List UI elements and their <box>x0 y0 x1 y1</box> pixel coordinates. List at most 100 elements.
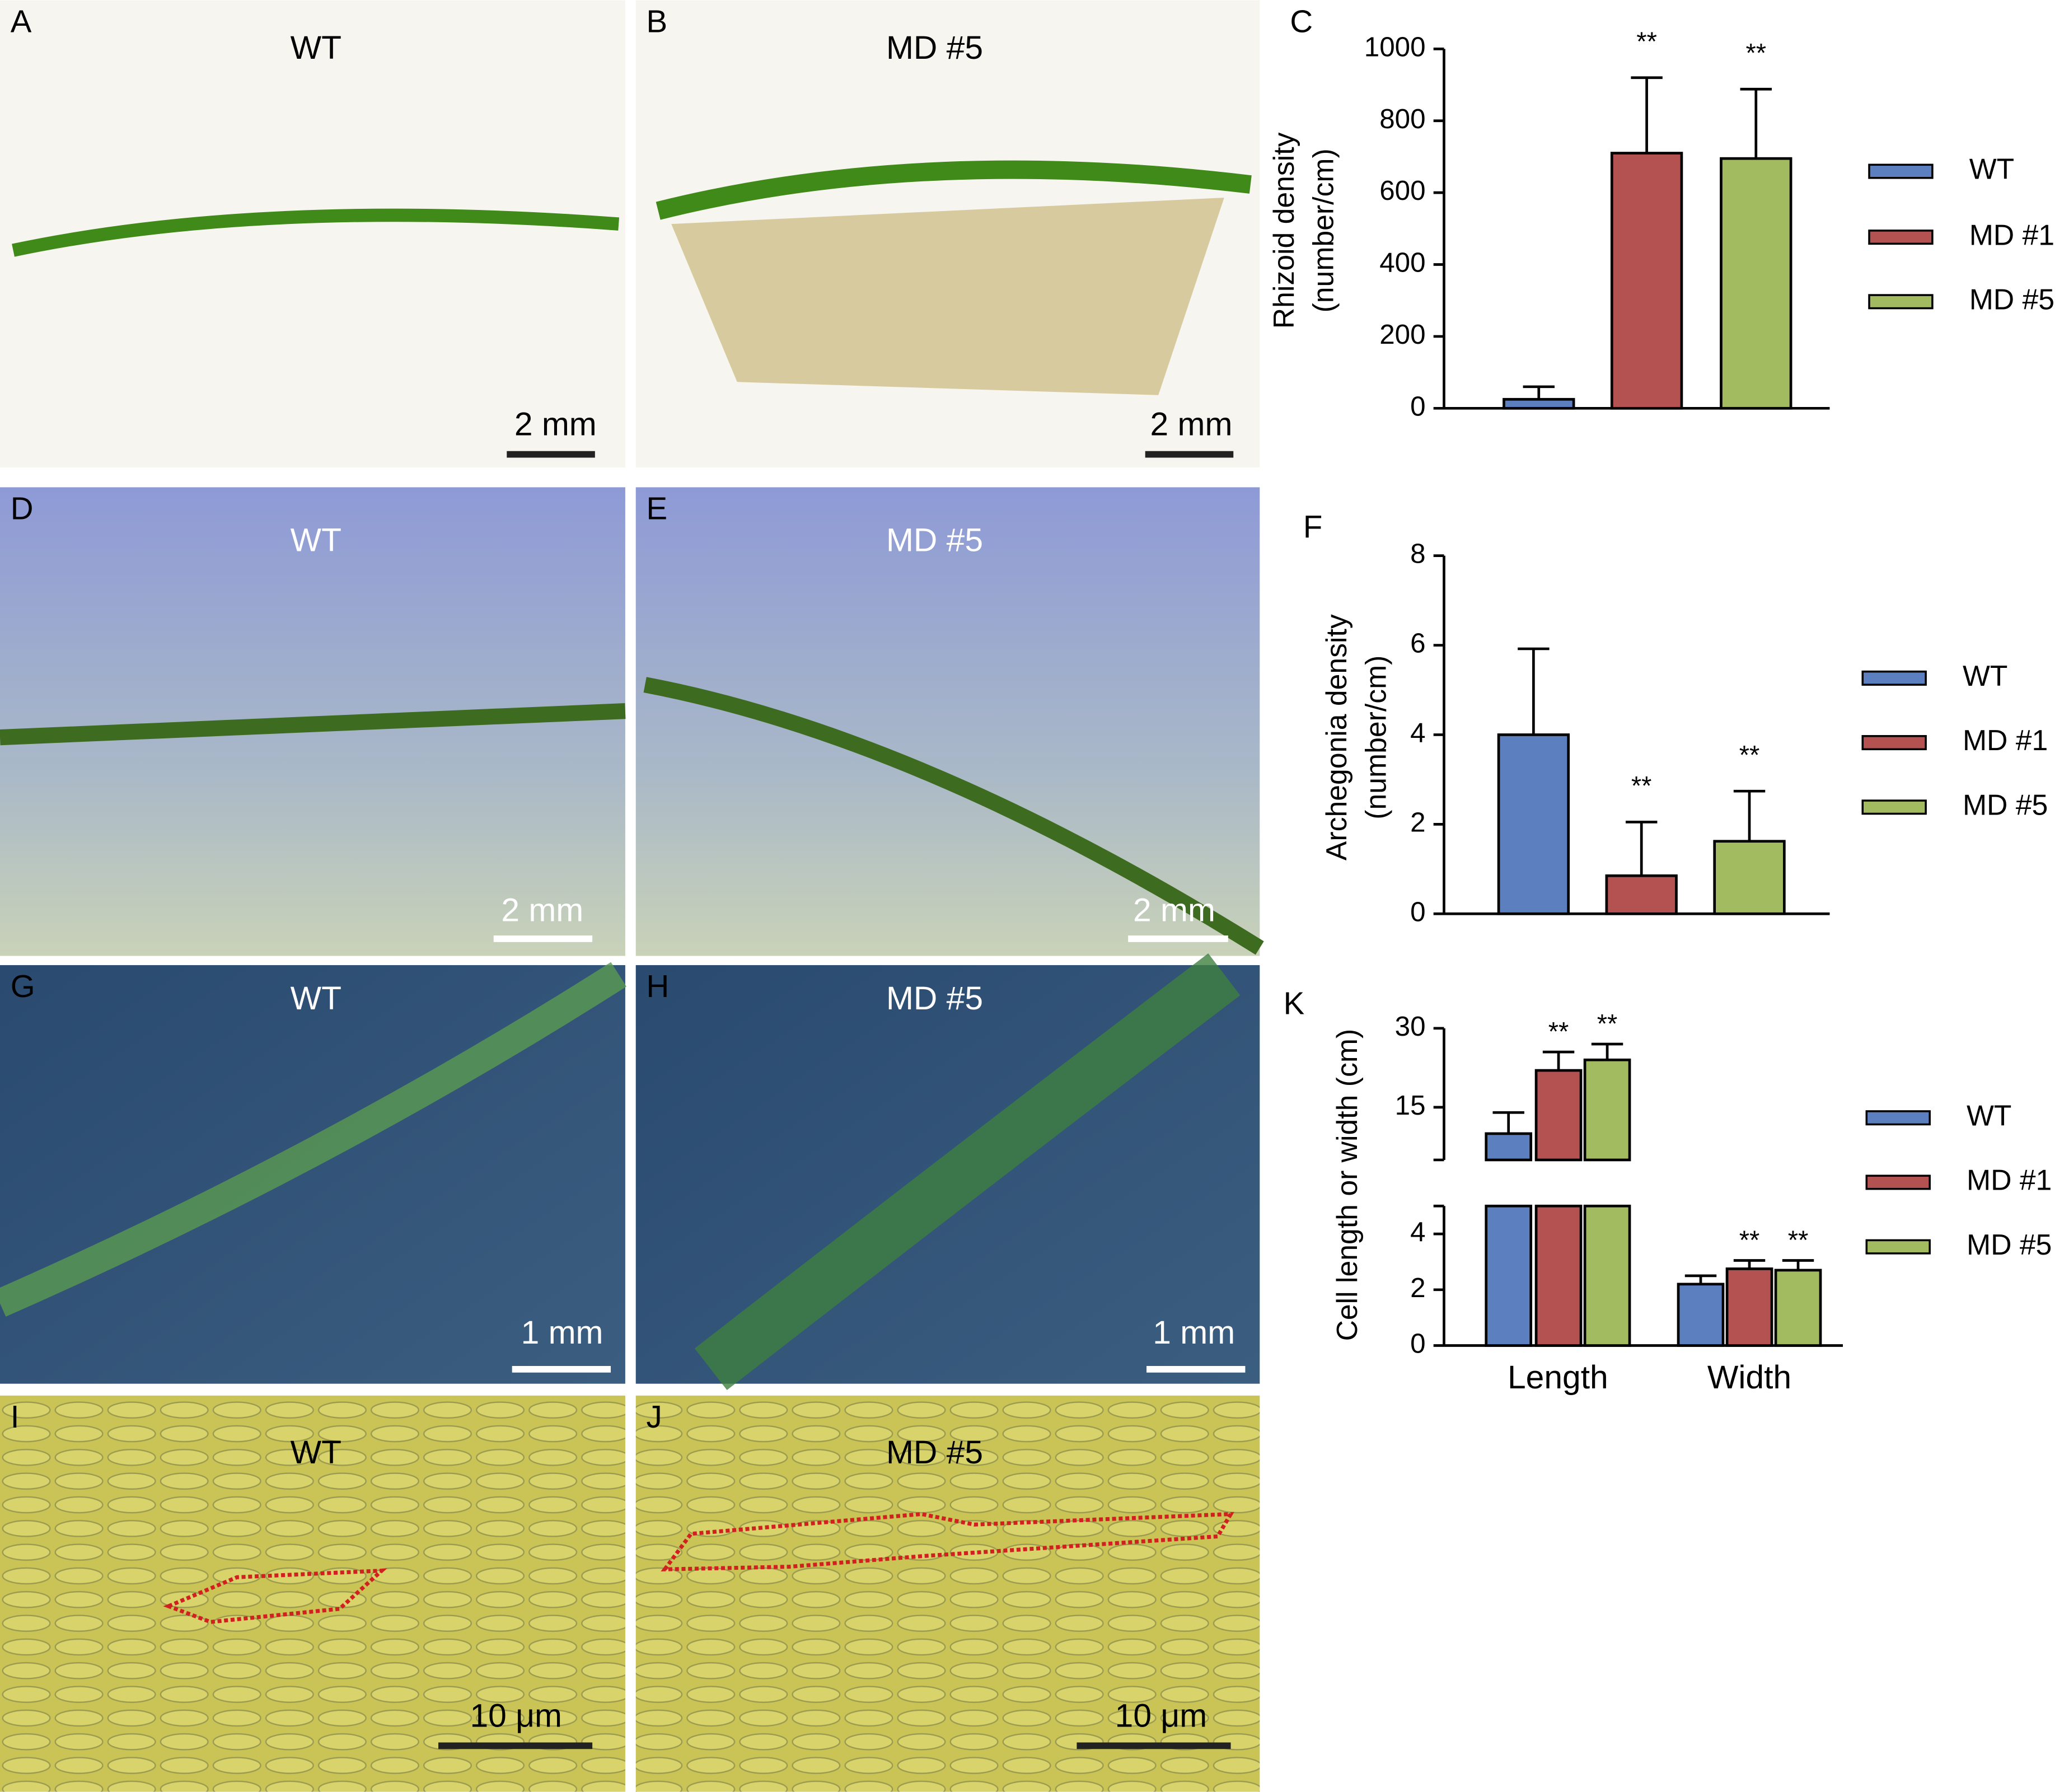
panel-letter: G <box>11 968 35 1004</box>
panel-title: WT <box>291 522 341 559</box>
significance: ** <box>1636 26 1657 56</box>
cell-outline <box>163 1568 387 1624</box>
panel-letter: H <box>647 968 670 1004</box>
bar <box>1720 157 1792 410</box>
legend-label: MD #1 <box>1969 218 2054 251</box>
legend-label: WT <box>1969 153 2014 185</box>
legend-label: WT <box>1967 1099 2011 1131</box>
cell-outline <box>661 1512 1234 1571</box>
panel-title: MD #5 <box>886 980 983 1017</box>
bar <box>1485 1132 1533 1162</box>
y-axis-label: Rhizoid density <box>1267 132 1300 329</box>
panel-letter: K <box>1284 986 1305 1021</box>
y-axis-label: (number/cm) <box>1360 656 1392 820</box>
y-tick-label: 6 <box>1410 628 1425 659</box>
x-tick-label: Length <box>1508 1359 1608 1396</box>
legend-swatch <box>1865 1175 1931 1190</box>
y-tick-label: 0 <box>1410 896 1425 927</box>
legend-swatch <box>1861 735 1927 751</box>
photo-plant <box>0 703 626 746</box>
panel-letter: A <box>11 4 32 39</box>
bar <box>1610 152 1683 410</box>
y-tick-label: 1000 <box>1364 31 1426 62</box>
panel-letter: F <box>1303 509 1322 545</box>
bar <box>1583 1058 1631 1162</box>
bar <box>1677 1283 1725 1347</box>
y-tick-label: 2 <box>1410 807 1425 837</box>
legend-swatch <box>1868 294 1934 310</box>
panel-letter: I <box>11 1399 20 1434</box>
panel-letter: D <box>11 491 34 526</box>
y-tick-label: 0 <box>1410 391 1425 422</box>
legend-swatch <box>1868 163 1934 179</box>
significance: ** <box>1548 1017 1569 1046</box>
scale-bar-label: 10 μm <box>1115 1697 1207 1734</box>
bar <box>1725 1267 1773 1347</box>
bar <box>1774 1269 1822 1347</box>
photo-plant <box>694 953 1241 1390</box>
panel-letter: C <box>1290 4 1313 39</box>
scale-bar-label: 1 mm <box>521 1314 603 1351</box>
panel-title: MD #5 <box>886 1434 983 1471</box>
significance: ** <box>1739 740 1760 769</box>
y-tick-label: 2 <box>1410 1272 1425 1303</box>
photos <box>0 0 1264 1792</box>
y-tick-label: 200 <box>1379 319 1425 350</box>
y-tick-label: 15 <box>1395 1090 1426 1121</box>
panel-title: WT <box>291 30 341 66</box>
scale-bar-label: 10 μm <box>470 1697 562 1734</box>
legend-label: MD #1 <box>1963 724 2048 756</box>
scale-bar-label: 2 mm <box>1133 892 1215 928</box>
bar <box>1605 874 1678 915</box>
legend-label: WT <box>1963 659 2007 692</box>
legend-label: MD #5 <box>1967 1228 2052 1261</box>
y-tick-label: 600 <box>1379 175 1425 206</box>
bar <box>1485 1204 1533 1347</box>
panel-letter: B <box>647 4 668 39</box>
bar <box>1534 1069 1583 1162</box>
significance: ** <box>1597 1009 1618 1038</box>
y-axis-label: Cell length or width (cm) <box>1331 1029 1363 1341</box>
y-tick-label: 0 <box>1410 1328 1425 1359</box>
photo <box>0 1395 625 1792</box>
y-tick-label: 400 <box>1379 247 1425 278</box>
photo <box>635 1395 1260 1792</box>
y-tick-label: 30 <box>1395 1011 1426 1042</box>
significance: ** <box>1739 1225 1760 1255</box>
legend-swatch <box>1861 799 1927 815</box>
photo-rhizoids <box>671 198 1224 395</box>
scale-bar-label: 2 mm <box>1150 406 1233 443</box>
x-tick-label: Width <box>1707 1359 1791 1396</box>
significance: ** <box>1745 38 1766 68</box>
significance: ** <box>1788 1225 1809 1255</box>
y-tick-label: 800 <box>1379 104 1425 134</box>
significance: ** <box>1631 771 1652 801</box>
panel-title: MD #5 <box>886 522 983 559</box>
bar <box>1497 733 1570 915</box>
scale-bar-label: 2 mm <box>514 406 597 443</box>
legend-swatch <box>1868 230 1934 245</box>
photo-plant <box>643 677 1264 955</box>
scale-bar-label: 1 mm <box>1153 1314 1235 1351</box>
panel-letter: E <box>647 491 668 526</box>
bar <box>1503 397 1575 410</box>
bar <box>1534 1204 1583 1347</box>
legend-label: MD #1 <box>1967 1164 2052 1196</box>
panel-letter: J <box>647 1399 662 1434</box>
legend-label: MD #5 <box>1963 788 2048 821</box>
y-tick-label: 4 <box>1410 1216 1425 1247</box>
bar <box>1713 840 1786 915</box>
panel-title: WT <box>291 980 341 1017</box>
y-tick-label: 8 <box>1410 539 1425 569</box>
y-axis-label: Archegonia density <box>1320 614 1352 860</box>
photo-plant <box>0 962 627 1317</box>
legend-swatch <box>1865 1110 1931 1126</box>
panel-title: WT <box>291 1434 341 1471</box>
photo-plant <box>12 208 620 257</box>
scale-bar-label: 2 mm <box>501 892 583 928</box>
photo-plant <box>656 160 1252 220</box>
bar <box>1583 1204 1631 1347</box>
legend-label: MD #5 <box>1969 283 2054 316</box>
legend-swatch <box>1861 670 1927 686</box>
